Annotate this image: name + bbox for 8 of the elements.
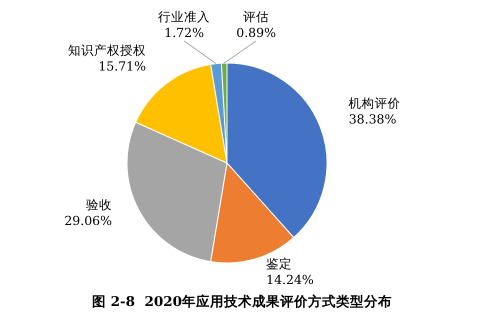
data-label: 1.72%: [164, 25, 204, 40]
text: 图 2-8 2020年应用技术成果评价方式类型分布: [92, 293, 392, 310]
pie-slice: [220, 62, 228, 164]
data-label: 0.89%: [236, 25, 276, 40]
pie-slice: [126, 122, 228, 262]
slice-label: 行业准入: [158, 9, 210, 24]
pie-slice: [226, 62, 328, 238]
slice-label: 评估: [243, 9, 270, 24]
